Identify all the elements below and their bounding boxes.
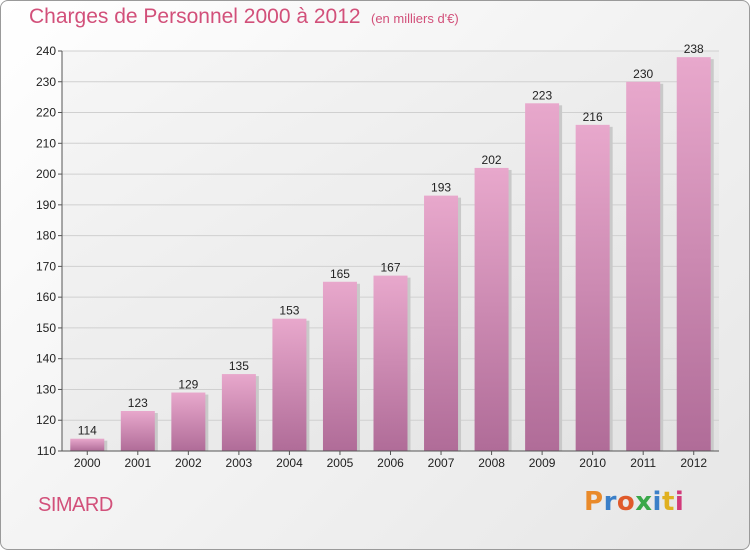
proxiti-logo[interactable]: Proxiti	[584, 487, 684, 517]
data-label: 193	[431, 181, 451, 195]
x-tick-label: 2000	[74, 456, 101, 470]
data-label: 202	[482, 153, 502, 167]
data-label: 153	[279, 304, 299, 318]
bar-2006[interactable]	[373, 275, 408, 451]
data-label: 114	[78, 424, 97, 438]
x-axis: 2000 2001 2002 2003 2004 2005 2006 2007 2008 2009…	[62, 450, 719, 470]
x-tick-label: 2002	[175, 456, 202, 470]
logo-letter: i	[674, 487, 685, 517]
data-label: 165	[330, 267, 350, 281]
y-tick-label: 210	[36, 136, 56, 150]
y-tick-label: 160	[36, 290, 56, 304]
bar-2000[interactable]	[70, 438, 105, 451]
x-tick-label: 2012	[680, 456, 707, 470]
x-tick-label: 2004	[276, 456, 303, 470]
x-tick-label: 2006	[377, 456, 404, 470]
data-label: 230	[633, 67, 653, 81]
logo-letter: t	[661, 487, 675, 517]
y-tick-label: 170	[36, 259, 56, 273]
bar-2010[interactable]	[575, 124, 610, 451]
commune-name: SIMARD	[38, 494, 113, 516]
data-label: 216	[583, 110, 603, 124]
logo-letter: o	[616, 487, 636, 517]
y-axis: 110 120 130 140 150 160 170 180 190 200 210 220 230 2…	[36, 44, 63, 458]
bar-2009[interactable]	[525, 103, 560, 452]
y-tick-label: 240	[36, 44, 56, 58]
data-label: 223	[532, 88, 552, 102]
bar-2004[interactable]	[272, 318, 307, 451]
bar-2003[interactable]	[221, 374, 256, 451]
y-tick-label: 230	[36, 75, 56, 89]
bar-2012[interactable]	[676, 57, 711, 452]
data-label: 167	[380, 261, 400, 275]
data-label: 135	[229, 359, 249, 373]
x-tick-label: 2007	[428, 456, 455, 470]
logo-letter: i	[652, 487, 662, 517]
chart-title: Charges de Personnel 2000 à 2012	[29, 5, 361, 28]
y-tick-label: 140	[36, 352, 56, 366]
bar-2007[interactable]	[424, 195, 459, 451]
y-tick-label: 220	[36, 106, 56, 120]
logo-letter: x	[635, 487, 653, 517]
x-tick-label: 2010	[579, 456, 606, 470]
data-label: 238	[684, 42, 704, 56]
y-tick-label: 200	[36, 167, 56, 181]
logo-letter: P	[584, 487, 604, 517]
logo-letter: r	[603, 487, 617, 517]
x-tick-label: 2008	[478, 456, 505, 470]
y-tick-label: 180	[36, 229, 56, 243]
y-tick-label: 120	[36, 413, 56, 427]
x-tick-label: 2001	[124, 456, 151, 470]
chart-subtitle: (en milliers d'€)	[371, 11, 459, 26]
data-label: 123	[128, 396, 148, 410]
bar-2008[interactable]	[474, 167, 509, 451]
bars: 114 123 129 135 153 165 167 193 202 223 216 230 238	[70, 42, 714, 452]
bar-2011[interactable]	[626, 81, 661, 452]
data-label: 129	[178, 378, 198, 392]
x-tick-label: 2005	[327, 456, 354, 470]
y-tick-label: 110	[37, 444, 56, 458]
x-tick-label: 2011	[630, 456, 656, 470]
bar-2001[interactable]	[120, 411, 155, 451]
bar-2002[interactable]	[171, 392, 206, 451]
y-tick-label: 130	[36, 382, 56, 396]
y-tick-label: 190	[36, 198, 56, 212]
x-tick-label: 2003	[226, 456, 253, 470]
x-tick-label: 2009	[529, 456, 556, 470]
bar-2005[interactable]	[322, 281, 357, 451]
y-tick-label: 150	[36, 321, 56, 335]
